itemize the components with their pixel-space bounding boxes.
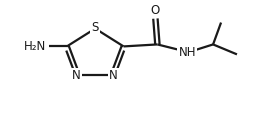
Text: N: N [72,69,81,82]
Text: S: S [92,21,99,34]
Text: N: N [109,69,118,82]
Text: NH: NH [178,46,196,59]
Text: O: O [151,4,160,17]
Text: H₂N: H₂N [24,40,46,53]
